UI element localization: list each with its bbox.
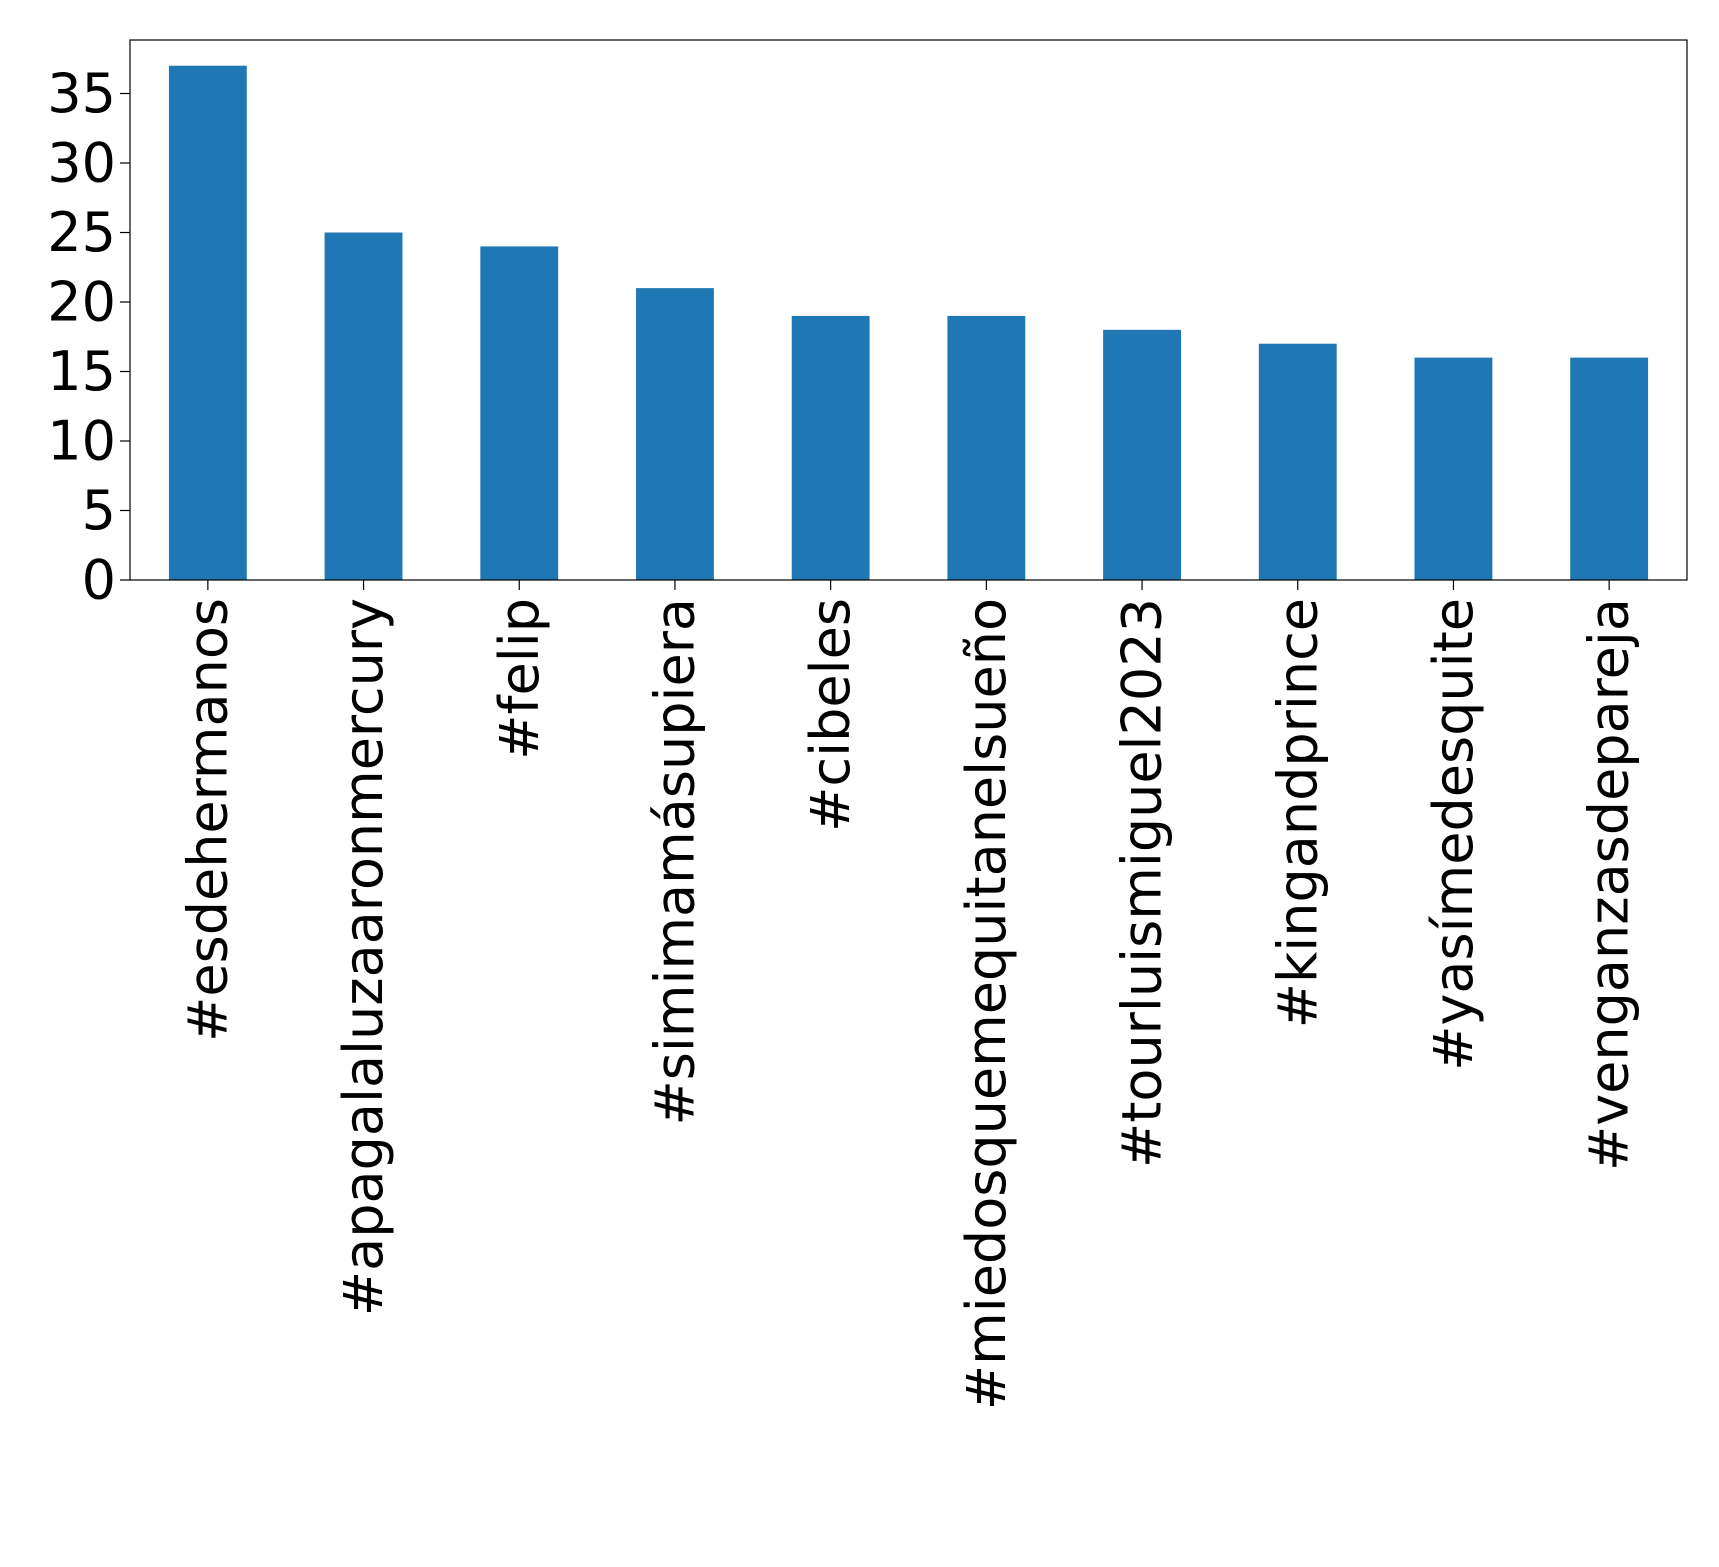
x-tick-label: #kingandprince (1266, 598, 1329, 1028)
y-tick-label: 0 (82, 549, 116, 612)
bar-5 (791, 315, 870, 580)
y-tick-label: 5 (82, 479, 116, 542)
x-tick-label: #esdehermanos (176, 598, 239, 1042)
bar-10 (1570, 357, 1649, 580)
bar-3 (480, 246, 559, 580)
x-tick-label: #yasímedesquite (1422, 598, 1485, 1071)
plot-frame (129, 39, 1688, 581)
x-tick-label: #venganzasdepareja (1578, 598, 1641, 1171)
y-tick-label: 20 (47, 271, 116, 334)
y-tick-label: 35 (47, 62, 116, 125)
y-tick-label: 30 (47, 132, 116, 195)
bar-8 (1258, 343, 1337, 580)
x-tick-label: #felip (488, 598, 551, 760)
y-tick-label: 25 (47, 201, 116, 264)
x-tick-label: #apagalaluzaaronmercury (332, 598, 395, 1316)
x-tick-label: #tourluismiguel2023 (1111, 598, 1174, 1168)
y-tick-label: 15 (47, 340, 116, 403)
x-tick-label: #miedosquemequitanelsueño (955, 598, 1018, 1410)
bar-7 (1103, 329, 1181, 580)
x-tick-label: #simimamásupiera (643, 598, 706, 1126)
bar-1 (168, 65, 247, 580)
bar-4 (636, 288, 714, 580)
x-axis-ticks: #esdehermanos #apagalaluzaaronmercury #fel… (176, 580, 1641, 1410)
bars-layer (168, 65, 1649, 580)
y-tick-label: 10 (47, 410, 116, 473)
bar-6 (947, 315, 1026, 580)
axes-layer (129, 39, 1688, 581)
bar-9 (1414, 357, 1493, 580)
x-tick-label: #cibeles (799, 598, 862, 832)
bar-2 (324, 232, 403, 580)
